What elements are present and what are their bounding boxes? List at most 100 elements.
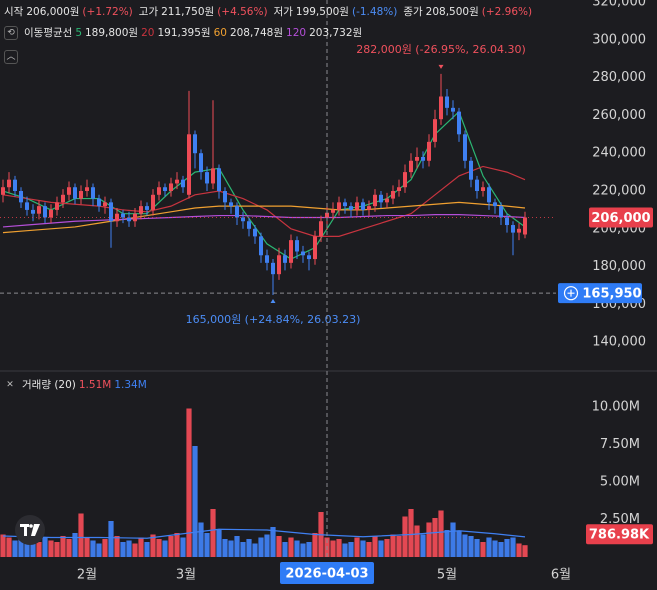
visibility-icon[interactable]: ⟲ bbox=[4, 25, 18, 40]
ohlc-value: 199,500원 bbox=[295, 6, 349, 18]
volume-bar bbox=[234, 536, 240, 557]
close-icon[interactable]: ✕ bbox=[6, 379, 14, 390]
volume-bar bbox=[342, 543, 348, 557]
candle-body bbox=[37, 206, 41, 214]
volume-bar bbox=[90, 540, 96, 557]
volume-bar bbox=[510, 537, 516, 557]
annotation-marker bbox=[438, 64, 444, 69]
candle-body bbox=[73, 187, 77, 199]
volume-bar bbox=[330, 540, 336, 557]
candle-body bbox=[43, 206, 47, 218]
volume-value: 1.51M bbox=[78, 378, 112, 391]
candle-body bbox=[403, 172, 407, 188]
candle-body bbox=[247, 221, 251, 229]
candle-body bbox=[475, 179, 479, 192]
ma-period: 20 bbox=[141, 26, 155, 39]
candle-body bbox=[13, 179, 17, 192]
volume-bar bbox=[492, 540, 498, 557]
collapse-row: ︿ bbox=[4, 50, 21, 64]
candle-body bbox=[133, 213, 137, 222]
y-tick-label: 7.50M bbox=[600, 437, 640, 452]
candle-body bbox=[463, 134, 467, 161]
annotation: 165,000원 (+24.84%, 26.03.23) bbox=[186, 313, 361, 326]
candle-body bbox=[379, 194, 383, 203]
candle-body bbox=[295, 240, 299, 252]
volume-bar bbox=[60, 536, 66, 557]
volume-bar bbox=[156, 539, 162, 557]
y-tick-label: 240,000 bbox=[592, 146, 646, 161]
candle-body bbox=[229, 202, 233, 207]
volume-bar bbox=[522, 545, 528, 557]
volume-bar bbox=[306, 542, 312, 557]
candle-body bbox=[307, 255, 311, 260]
volume-bar bbox=[336, 539, 342, 557]
candle-body bbox=[175, 179, 179, 184]
candle-body bbox=[103, 202, 107, 207]
candle-body bbox=[85, 187, 89, 192]
candle-body bbox=[289, 240, 293, 263]
candle-body bbox=[31, 209, 35, 214]
volume-bar bbox=[246, 539, 252, 557]
ohlc-value: 211,750원 bbox=[161, 6, 215, 18]
volume-bar bbox=[66, 539, 72, 557]
volume-bar bbox=[252, 543, 258, 557]
candle-body bbox=[157, 187, 161, 195]
candle-body bbox=[319, 221, 323, 237]
candle-body bbox=[361, 202, 365, 210]
volume-bar bbox=[258, 537, 264, 557]
candle-body bbox=[169, 183, 173, 192]
volume-bar bbox=[18, 536, 24, 557]
volume-bar bbox=[378, 540, 384, 557]
candle-body bbox=[151, 194, 155, 210]
candle-body bbox=[415, 156, 419, 161]
candle-body bbox=[79, 191, 83, 199]
candle-body bbox=[487, 187, 491, 203]
volume-bar bbox=[360, 540, 366, 557]
volume-bar bbox=[390, 534, 396, 557]
candle-body bbox=[397, 187, 401, 192]
candle-body bbox=[385, 198, 389, 203]
volume-bar bbox=[444, 530, 450, 557]
volume-bar bbox=[138, 537, 144, 557]
candle-body bbox=[181, 179, 185, 188]
volume-bar bbox=[396, 536, 402, 557]
ma-value: 208,748원 bbox=[229, 27, 284, 39]
volume-bar bbox=[186, 408, 192, 557]
volume-bar bbox=[276, 536, 282, 557]
candle-body bbox=[343, 202, 347, 207]
candle-body bbox=[445, 96, 449, 108]
add-alert-plus bbox=[567, 289, 575, 297]
y-tick-label: 300,000 bbox=[592, 32, 646, 47]
candle-body bbox=[139, 206, 143, 214]
last-volume-label: 786.98K bbox=[589, 528, 650, 543]
candle-body bbox=[391, 191, 395, 199]
volume-bar bbox=[84, 537, 90, 557]
crosshair-date-box bbox=[280, 562, 374, 584]
candle-body bbox=[511, 225, 515, 233]
volume-bar bbox=[402, 516, 408, 557]
volume-bar bbox=[30, 539, 36, 557]
volume-bar bbox=[516, 543, 522, 557]
candle-body bbox=[439, 96, 443, 120]
volume-bar bbox=[114, 536, 120, 557]
ma-period: 5 bbox=[75, 26, 82, 39]
candle-body bbox=[325, 212, 329, 218]
volume-bar bbox=[456, 531, 462, 557]
collapse-icon[interactable]: ︿ bbox=[4, 50, 18, 64]
moving-average-line bbox=[2, 214, 526, 228]
add-alert-icon[interactable] bbox=[563, 286, 579, 301]
ma-value: 189,800원 bbox=[85, 27, 139, 39]
moving-average-line bbox=[2, 201, 526, 234]
volume-ma-line bbox=[2, 528, 526, 539]
volume-bar bbox=[54, 542, 60, 557]
ma-legend: ⟲ 이동평균선 5 189,800원 20 191,395원 60 208,748원 120… bbox=[4, 25, 362, 40]
volume-bar bbox=[480, 542, 486, 557]
volume-bar bbox=[222, 539, 228, 557]
volume-bar bbox=[384, 539, 390, 557]
candle-body bbox=[457, 111, 461, 135]
volume-bar bbox=[408, 509, 414, 557]
ohlc-value: 206,000원 bbox=[26, 6, 80, 18]
volume-bar bbox=[42, 537, 48, 557]
